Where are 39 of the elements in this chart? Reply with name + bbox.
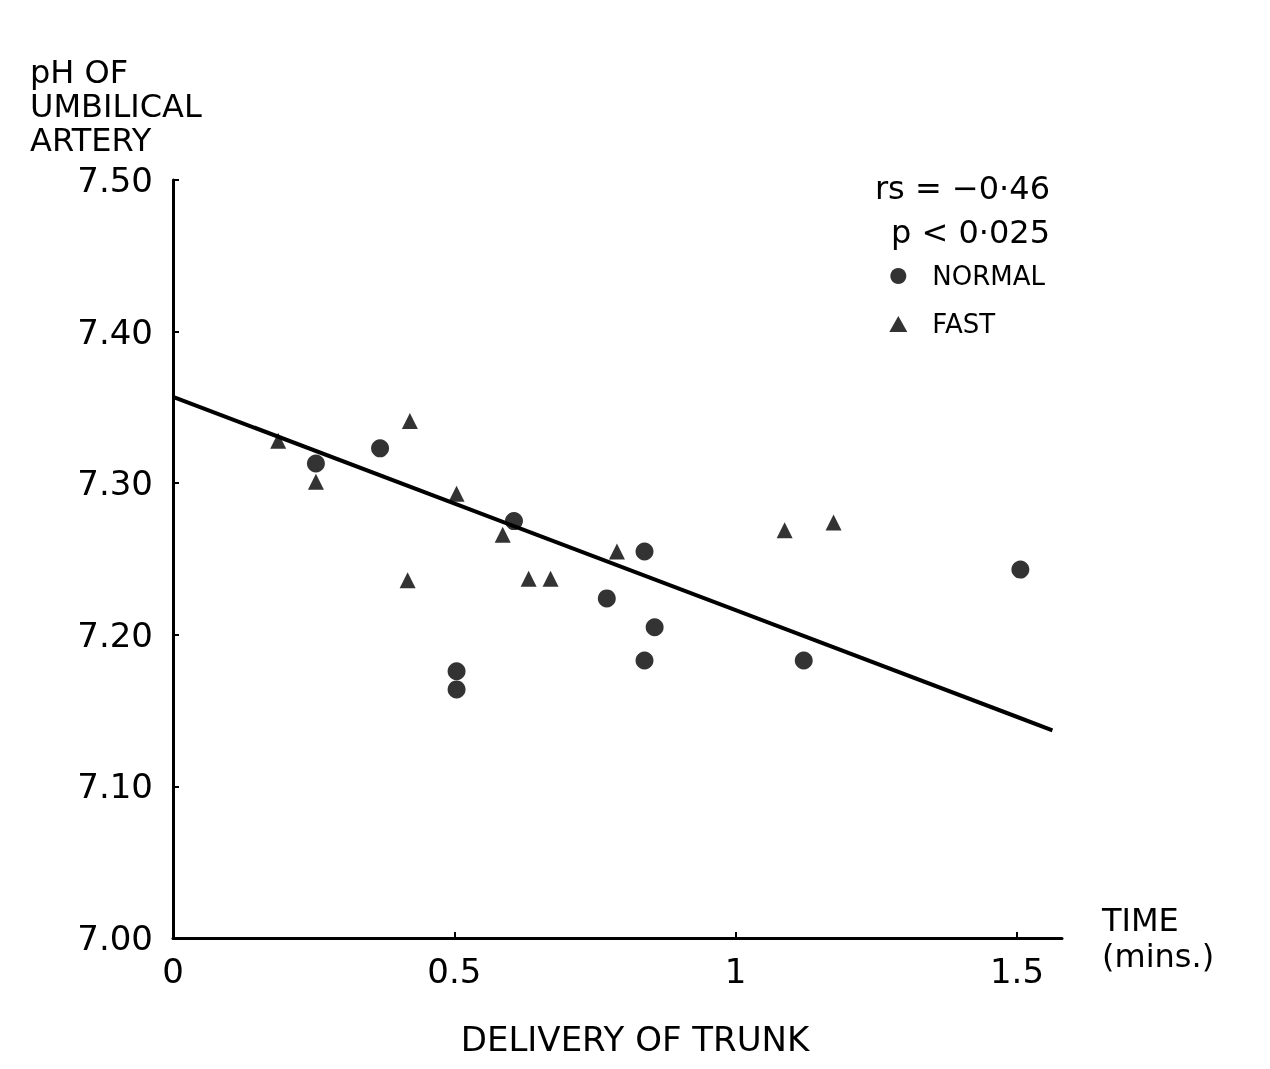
point <box>494 526 511 543</box>
point <box>371 439 390 458</box>
point <box>399 572 416 589</box>
annotation: p < 0·025 <box>890 213 1050 251</box>
x-tick-label: 1 <box>724 951 747 991</box>
point <box>597 589 616 608</box>
point <box>794 651 813 670</box>
x-tick-label: 0 <box>162 951 184 991</box>
point <box>447 662 466 681</box>
point <box>542 570 559 587</box>
x-tick-label: 1.5 <box>989 951 1045 991</box>
point <box>447 680 466 699</box>
point <box>635 651 654 670</box>
x-axis-title: TIME (mins.) <box>1101 901 1215 975</box>
y-axis-title: pH OF UMBILICAL ARTERY <box>30 53 202 159</box>
point <box>504 512 523 531</box>
point <box>307 473 324 490</box>
y-tick-label: 7.50 <box>77 160 153 200</box>
y-tick-label: 7.40 <box>77 311 153 352</box>
point <box>645 618 664 637</box>
legend-label: NORMAL <box>932 261 1046 291</box>
point <box>448 485 465 502</box>
legend-label: FAST <box>932 309 996 339</box>
point <box>776 522 793 539</box>
x-tick-label: 0.5 <box>427 951 482 991</box>
point <box>825 514 842 531</box>
y-tick-label: 7.30 <box>77 463 153 504</box>
y-tick-label: 7.20 <box>77 614 153 655</box>
point <box>270 432 287 449</box>
point <box>608 543 625 560</box>
point <box>306 454 325 473</box>
annotation: rs = −0·46 <box>874 169 1050 207</box>
y-tick-label: 7.00 <box>77 918 153 958</box>
point <box>520 570 537 587</box>
y-tick-label: 7.10 <box>77 766 153 807</box>
text: DELIVERY OF TRUNK <box>460 1019 811 1059</box>
point <box>635 542 654 561</box>
point <box>1011 560 1030 579</box>
point <box>401 413 418 430</box>
